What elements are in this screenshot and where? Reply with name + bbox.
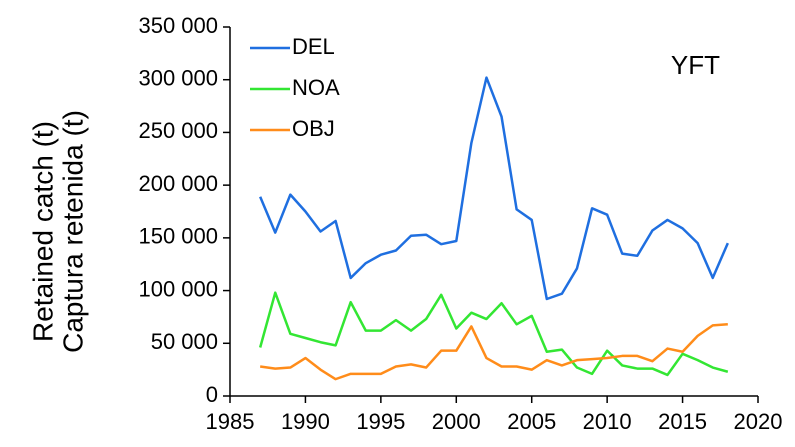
x-tick-label: 2015 [658,409,707,434]
x-tick-label: 1995 [356,409,405,434]
y-tick-label: 0 [206,382,218,407]
y-axis-label: Retained catch (t) [27,121,58,342]
annotation: YFT [671,50,720,80]
series-line [259,323,728,381]
legend-label: DEL [292,34,335,59]
x-tick-label: 1985 [206,409,255,434]
x-tick-label: 2010 [583,409,632,434]
x-tick-label: 2020 [734,409,783,434]
y-tick-label: 100 000 [138,276,218,301]
y-axis-label: Captura retenida (t) [57,110,88,353]
y-tick-label: 200 000 [138,171,218,196]
x-tick-label: 1990 [281,409,330,434]
legend-label: NOA [292,75,340,100]
y-tick-label: 350 000 [138,13,218,38]
y-tick-label: 50 000 [151,329,218,354]
y-tick-label: 300 000 [138,66,218,91]
x-tick-label: 2000 [432,409,481,434]
y-tick-label: 150 000 [138,224,218,249]
x-tick-label: 2005 [507,409,556,434]
y-tick-label: 250 000 [138,118,218,143]
legend-label: OBJ [292,116,335,141]
series-line [259,76,729,301]
series-line [258,291,729,377]
